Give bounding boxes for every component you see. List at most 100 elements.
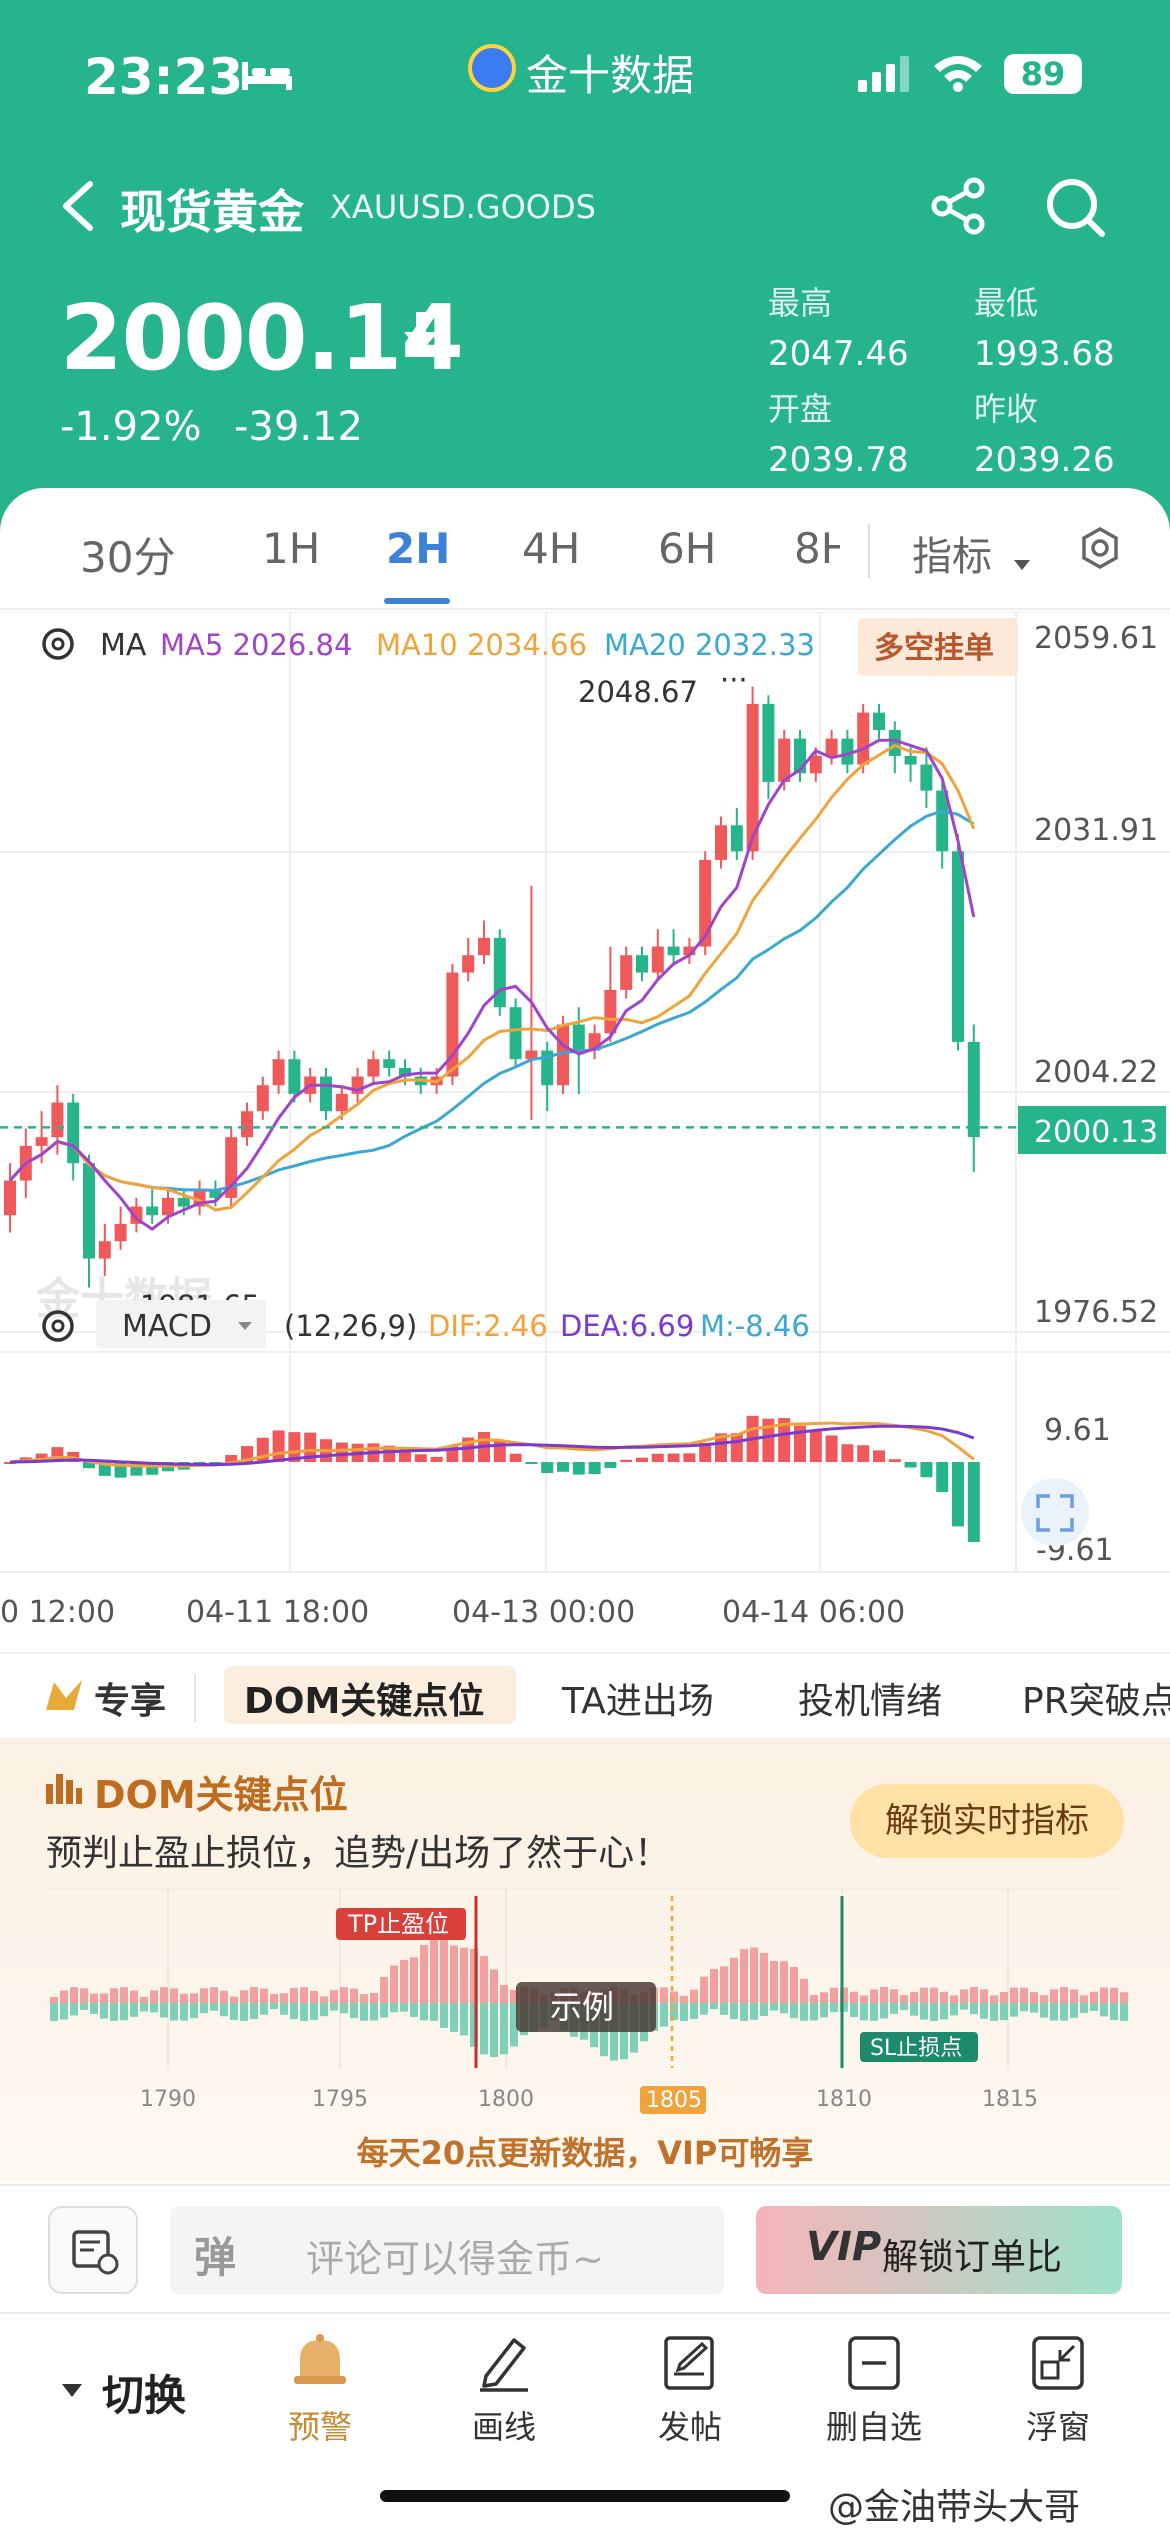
dom-bar-down [810, 2003, 818, 2021]
macd-bar [399, 1449, 411, 1462]
dom-bar-down [870, 2003, 878, 2021]
unlock-order-ratio-label: 解锁订单比 [882, 2237, 1063, 2278]
share-icon[interactable] [928, 176, 988, 236]
ma5-value: MA5 2026.84 [160, 628, 352, 662]
example-badge: 示例 [550, 1988, 614, 2026]
danmaku-icon[interactable]: 弹 [194, 2233, 237, 2282]
dom-bar-up [720, 1966, 728, 2003]
feature-tab-ta[interactable]: TA进出场 [562, 1681, 714, 1722]
dom-bar-down [100, 2003, 108, 2019]
stat-open-value: 2039.78 [768, 440, 909, 480]
dom-bar-up [60, 1990, 68, 2003]
macd-select[interactable] [96, 1300, 266, 1348]
bell-icon [294, 2334, 346, 2384]
dom-bar-down [770, 2003, 778, 2011]
dom-bar-down [370, 2003, 378, 2021]
dom-axis-2: 1795 [312, 2087, 368, 2112]
sl-label: SL止损点 [870, 2036, 962, 2061]
fullscreen-icon[interactable] [1021, 1478, 1089, 1546]
candle-body [51, 1102, 64, 1138]
unlock-order-ratio-button[interactable]: VIP 解锁订单比 [756, 2206, 1122, 2294]
search-icon[interactable] [1044, 176, 1108, 240]
macd-bar [809, 1431, 822, 1462]
post-button[interactable]: 发帖 [630, 2332, 750, 2448]
macd-bar [509, 1453, 522, 1462]
order-button[interactable]: 多空挂单 [874, 631, 994, 666]
feature-exclusive[interactable]: 专享 [94, 1681, 167, 1722]
ma20-value: MA20 2032.33 [604, 628, 815, 662]
dom-bar-up [910, 1992, 918, 2003]
candle-body [620, 955, 633, 990]
order-button-bg[interactable] [858, 618, 1018, 676]
change-percent: -1.92% [60, 404, 202, 450]
candle-body [177, 1197, 190, 1207]
macd-bar [873, 1450, 885, 1462]
dom-section: DOM关键点位 预判止盈止损位，追势/出场了然于心！ 解锁实时指标 TP止盈位 … [0, 1738, 1170, 2182]
feature-tab-dom[interactable]: DOM关键点位 [244, 1681, 485, 1722]
dom-bar-down [250, 2003, 258, 2020]
back-arrow-icon[interactable] [58, 180, 98, 232]
macd-bar [430, 1456, 443, 1462]
dom-bar-down [660, 2003, 668, 2027]
macd-bar [683, 1453, 696, 1462]
draw-line-button[interactable]: 画线 [444, 2332, 564, 2448]
dom-bar-down [700, 2003, 708, 2015]
dom-bar-up [390, 1965, 398, 2003]
candle-body [967, 1041, 980, 1138]
unlock-indicator-button[interactable]: 解锁实时指标 [850, 1784, 1124, 1858]
macd-bar [920, 1462, 933, 1478]
dom-bar-up [340, 1987, 348, 2003]
floating-window-button[interactable]: 浮窗 [998, 2332, 1118, 2448]
tab-8h[interactable]: 8H [794, 524, 840, 573]
chart-settings-icon[interactable] [42, 628, 74, 660]
candle-body [146, 1206, 159, 1216]
indicator-menu[interactable]: 指标 [912, 534, 992, 580]
home-indicator [380, 2490, 790, 2502]
tab-1h[interactable]: 1H [262, 524, 321, 573]
dom-bar-up [150, 1990, 158, 2003]
dom-bar-down [1020, 2003, 1028, 2012]
feature-tab-pr[interactable]: PR突破点 [1022, 1681, 1170, 1722]
tab-4h[interactable]: 4H [522, 524, 581, 573]
dom-bar-up [700, 1976, 708, 2003]
dom-axis-4: 1805 [646, 2088, 702, 2113]
dom-bar-up [360, 1994, 368, 2003]
macd-bar [730, 1433, 743, 1462]
app-name: 金十数据 [526, 51, 695, 100]
dom-bar-up [1000, 1991, 1008, 2003]
dom-bar-down [950, 2003, 958, 2016]
time-axis-3: 04-13 00:00 [452, 1595, 635, 1630]
switch-button[interactable]: 切换 [102, 2371, 187, 2420]
candle-body [288, 1059, 301, 1094]
feature-tab-sentiment[interactable]: 投机情绪 [798, 1681, 943, 1722]
calendar-gear-icon [72, 2230, 119, 2275]
candle-body [383, 1059, 396, 1068]
dom-bar-up [180, 1993, 188, 2003]
dom-bar-down [830, 2003, 838, 2013]
dom-bar-down [260, 2003, 268, 2015]
nav-bar: 现货黄金 XAUUSD.GOODS [0, 170, 1170, 240]
dom-bar-up [690, 1989, 698, 2003]
ma5-line [8, 738, 976, 1231]
remove-watchlist-button[interactable]: 删自选 [814, 2332, 934, 2448]
stat-low-value: 1993.68 [974, 334, 1115, 374]
dom-bar-up [900, 1995, 908, 2003]
dom-bar-down [760, 2003, 768, 2017]
comment-input[interactable]: 弹 评论可以得金币~ [170, 2206, 724, 2294]
kline-chart[interactable]: MA MA5 2026.84 MA10 2034.66 MA20 2032.33… [0, 612, 1170, 1642]
tab-6h[interactable]: 6H [658, 524, 717, 573]
macd-settings-icon[interactable] [42, 1310, 74, 1342]
alert-button[interactable]: 预警 [260, 2332, 380, 2448]
dom-bar-up [480, 1956, 488, 2003]
stat-high-value: 2047.46 [768, 334, 909, 374]
dom-bar-up [1030, 1992, 1038, 2003]
stat-low-label: 最低 [974, 284, 1039, 322]
dom-bar-down [1090, 2003, 1098, 2011]
dom-bar-down [470, 2003, 478, 2047]
floating-window-label: 浮窗 [1025, 2408, 1090, 2446]
calendar-settings-button[interactable] [48, 2206, 138, 2294]
dom-bar-down [740, 2003, 748, 2021]
tab-2h[interactable]: 2H [386, 524, 451, 573]
tab-30m[interactable]: 30分 [80, 533, 176, 582]
settings-hex-icon[interactable] [1078, 526, 1122, 570]
